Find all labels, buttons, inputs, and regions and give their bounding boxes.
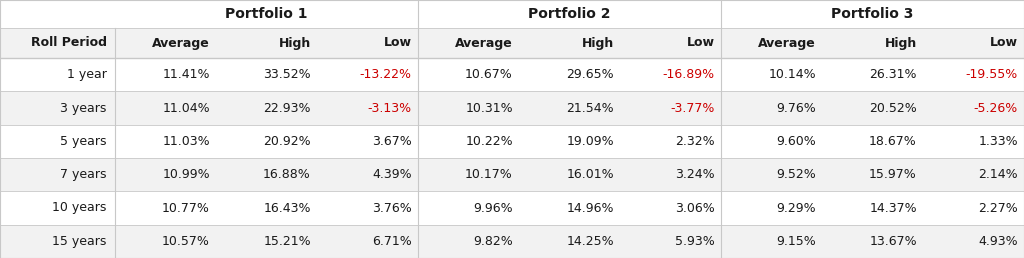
Text: 3.06%: 3.06%: [675, 201, 715, 214]
Text: Low: Low: [384, 36, 412, 50]
Text: Low: Low: [990, 36, 1018, 50]
Text: 11.41%: 11.41%: [163, 68, 210, 81]
Text: 2.27%: 2.27%: [978, 201, 1018, 214]
Text: Low: Low: [687, 36, 715, 50]
Text: Portfolio 2: Portfolio 2: [528, 7, 610, 21]
Text: 9.15%: 9.15%: [776, 235, 816, 248]
Text: 9.76%: 9.76%: [776, 101, 816, 115]
Text: 10.17%: 10.17%: [465, 168, 513, 181]
Text: 9.52%: 9.52%: [776, 168, 816, 181]
Text: 4.39%: 4.39%: [373, 168, 412, 181]
Text: 26.31%: 26.31%: [869, 68, 916, 81]
Text: 10.14%: 10.14%: [768, 68, 816, 81]
Text: Average: Average: [455, 36, 513, 50]
Text: 9.29%: 9.29%: [776, 201, 816, 214]
Text: 29.65%: 29.65%: [566, 68, 613, 81]
Text: 14.96%: 14.96%: [566, 201, 613, 214]
Text: Roll Period: Roll Period: [31, 36, 106, 50]
Text: 19.09%: 19.09%: [566, 135, 613, 148]
Text: 3.67%: 3.67%: [372, 135, 412, 148]
Text: -16.89%: -16.89%: [663, 68, 715, 81]
Text: 3 years: 3 years: [60, 101, 106, 115]
Text: -5.26%: -5.26%: [974, 101, 1018, 115]
Text: 5.93%: 5.93%: [675, 235, 715, 248]
Text: High: High: [582, 36, 613, 50]
Text: 4.93%: 4.93%: [978, 235, 1018, 248]
Text: 21.54%: 21.54%: [566, 101, 613, 115]
Text: 2.32%: 2.32%: [675, 135, 715, 148]
Bar: [0, 28, 1024, 58]
Text: -13.22%: -13.22%: [359, 68, 412, 81]
Text: 10.99%: 10.99%: [162, 168, 210, 181]
Bar: [0, 0, 1024, 28]
Text: -3.77%: -3.77%: [671, 101, 715, 115]
Bar: [0, 58, 1024, 91]
Text: 6.71%: 6.71%: [372, 235, 412, 248]
Text: 33.52%: 33.52%: [263, 68, 311, 81]
Text: 1.33%: 1.33%: [978, 135, 1018, 148]
Text: 16.43%: 16.43%: [263, 201, 311, 214]
Text: -19.55%: -19.55%: [966, 68, 1018, 81]
Text: 14.25%: 14.25%: [566, 235, 613, 248]
Text: 10.77%: 10.77%: [162, 201, 210, 214]
Bar: [0, 225, 1024, 258]
Text: 11.03%: 11.03%: [162, 135, 210, 148]
Text: High: High: [885, 36, 916, 50]
Text: 9.82%: 9.82%: [473, 235, 513, 248]
Text: 1 year: 1 year: [67, 68, 106, 81]
Text: 15 years: 15 years: [52, 235, 106, 248]
Text: 16.01%: 16.01%: [566, 168, 613, 181]
Text: High: High: [279, 36, 311, 50]
Text: 9.96%: 9.96%: [473, 201, 513, 214]
Text: 3.76%: 3.76%: [372, 201, 412, 214]
Text: 20.52%: 20.52%: [869, 101, 916, 115]
Text: 10.31%: 10.31%: [465, 101, 513, 115]
Text: 14.37%: 14.37%: [869, 201, 916, 214]
Text: 16.88%: 16.88%: [263, 168, 311, 181]
Text: 10 years: 10 years: [52, 201, 106, 214]
Text: 2.14%: 2.14%: [978, 168, 1018, 181]
Text: 18.67%: 18.67%: [869, 135, 916, 148]
Text: 5 years: 5 years: [60, 135, 106, 148]
Text: 20.92%: 20.92%: [263, 135, 311, 148]
Text: 11.04%: 11.04%: [162, 101, 210, 115]
Text: 15.97%: 15.97%: [869, 168, 916, 181]
Text: 13.67%: 13.67%: [869, 235, 916, 248]
Text: 3.24%: 3.24%: [675, 168, 715, 181]
Text: 9.60%: 9.60%: [776, 135, 816, 148]
Text: 22.93%: 22.93%: [263, 101, 311, 115]
Text: 15.21%: 15.21%: [263, 235, 311, 248]
Bar: [0, 125, 1024, 158]
Text: Average: Average: [758, 36, 816, 50]
Text: 7 years: 7 years: [60, 168, 106, 181]
Bar: [0, 158, 1024, 191]
Bar: [0, 91, 1024, 125]
Text: 10.22%: 10.22%: [465, 135, 513, 148]
Text: 10.57%: 10.57%: [162, 235, 210, 248]
Text: Average: Average: [153, 36, 210, 50]
Text: Portfolio 1: Portfolio 1: [225, 7, 308, 21]
Bar: [0, 191, 1024, 225]
Text: 10.67%: 10.67%: [465, 68, 513, 81]
Text: -3.13%: -3.13%: [368, 101, 412, 115]
Text: Portfolio 3: Portfolio 3: [831, 7, 913, 21]
